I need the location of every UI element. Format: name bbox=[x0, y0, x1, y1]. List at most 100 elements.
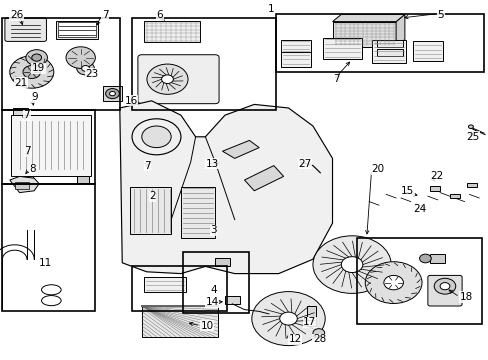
FancyBboxPatch shape bbox=[102, 86, 122, 101]
FancyBboxPatch shape bbox=[281, 50, 310, 67]
Bar bbox=[2, 110, 95, 184]
FancyBboxPatch shape bbox=[376, 49, 403, 56]
Circle shape bbox=[312, 329, 324, 337]
Circle shape bbox=[419, 254, 430, 263]
Bar bbox=[132, 266, 227, 311]
Polygon shape bbox=[120, 101, 332, 274]
Text: 23: 23 bbox=[85, 69, 99, 79]
Bar bbox=[2, 184, 95, 311]
Polygon shape bbox=[244, 166, 283, 191]
FancyBboxPatch shape bbox=[129, 187, 171, 234]
Text: 28: 28 bbox=[312, 334, 325, 344]
FancyBboxPatch shape bbox=[20, 176, 33, 183]
Text: 2: 2 bbox=[149, 191, 156, 201]
FancyBboxPatch shape bbox=[322, 38, 361, 59]
FancyBboxPatch shape bbox=[144, 277, 185, 292]
Circle shape bbox=[365, 262, 421, 303]
Text: 22: 22 bbox=[429, 171, 443, 181]
Circle shape bbox=[433, 278, 455, 294]
Text: 4: 4 bbox=[210, 285, 217, 295]
FancyBboxPatch shape bbox=[181, 187, 215, 238]
Text: 26: 26 bbox=[10, 10, 23, 20]
FancyBboxPatch shape bbox=[427, 275, 461, 306]
Text: 20: 20 bbox=[371, 164, 384, 174]
Text: 24: 24 bbox=[412, 204, 426, 214]
Circle shape bbox=[341, 257, 362, 273]
FancyBboxPatch shape bbox=[306, 306, 315, 326]
FancyBboxPatch shape bbox=[429, 254, 444, 263]
FancyBboxPatch shape bbox=[224, 296, 239, 304]
Text: 19: 19 bbox=[32, 63, 45, 73]
Circle shape bbox=[81, 66, 89, 71]
Polygon shape bbox=[395, 14, 404, 47]
Text: 3: 3 bbox=[210, 225, 217, 235]
Polygon shape bbox=[10, 176, 39, 193]
Bar bbox=[132, 18, 276, 110]
Text: 7: 7 bbox=[23, 110, 30, 120]
Text: 7: 7 bbox=[102, 10, 108, 20]
FancyBboxPatch shape bbox=[56, 21, 98, 39]
Text: 21: 21 bbox=[15, 78, 28, 88]
Text: 8: 8 bbox=[29, 164, 36, 174]
Circle shape bbox=[77, 62, 94, 75]
Text: 5: 5 bbox=[437, 10, 444, 20]
Text: 1: 1 bbox=[267, 4, 274, 14]
Text: 6: 6 bbox=[156, 10, 163, 20]
FancyBboxPatch shape bbox=[281, 40, 310, 52]
FancyBboxPatch shape bbox=[13, 108, 28, 115]
FancyBboxPatch shape bbox=[58, 22, 96, 37]
Bar bbox=[2, 18, 120, 110]
Circle shape bbox=[439, 283, 449, 290]
Text: 18: 18 bbox=[459, 292, 472, 302]
FancyBboxPatch shape bbox=[77, 176, 89, 183]
Text: 27: 27 bbox=[298, 159, 311, 169]
Circle shape bbox=[251, 292, 325, 346]
Circle shape bbox=[142, 126, 171, 148]
Circle shape bbox=[109, 91, 115, 96]
Text: 7: 7 bbox=[144, 161, 151, 171]
Circle shape bbox=[10, 56, 54, 88]
Text: 10: 10 bbox=[200, 321, 213, 331]
Text: 7: 7 bbox=[333, 74, 340, 84]
Circle shape bbox=[146, 64, 187, 94]
FancyBboxPatch shape bbox=[144, 21, 200, 42]
Polygon shape bbox=[222, 140, 259, 158]
Text: 16: 16 bbox=[124, 96, 138, 106]
FancyBboxPatch shape bbox=[15, 182, 29, 189]
FancyBboxPatch shape bbox=[5, 18, 46, 41]
FancyBboxPatch shape bbox=[215, 258, 229, 266]
FancyBboxPatch shape bbox=[466, 183, 476, 187]
Circle shape bbox=[468, 125, 472, 129]
Text: 25: 25 bbox=[466, 132, 479, 142]
FancyBboxPatch shape bbox=[376, 40, 403, 47]
Circle shape bbox=[23, 66, 41, 78]
Text: 15: 15 bbox=[400, 186, 413, 196]
Text: 11: 11 bbox=[39, 258, 52, 268]
Circle shape bbox=[383, 275, 403, 290]
Circle shape bbox=[32, 54, 41, 61]
Circle shape bbox=[312, 236, 390, 293]
FancyBboxPatch shape bbox=[429, 186, 439, 191]
Text: 17: 17 bbox=[303, 317, 316, 327]
Circle shape bbox=[279, 312, 297, 325]
FancyBboxPatch shape bbox=[142, 306, 217, 337]
Circle shape bbox=[105, 89, 119, 99]
Bar bbox=[276, 14, 483, 72]
Text: 14: 14 bbox=[205, 297, 218, 307]
FancyBboxPatch shape bbox=[138, 55, 219, 104]
Polygon shape bbox=[332, 14, 404, 22]
Text: 9: 9 bbox=[32, 92, 39, 102]
Text: 7: 7 bbox=[24, 146, 31, 156]
Bar bbox=[183, 252, 249, 313]
Circle shape bbox=[161, 75, 173, 84]
FancyBboxPatch shape bbox=[412, 41, 442, 61]
FancyBboxPatch shape bbox=[11, 115, 91, 176]
Circle shape bbox=[66, 47, 95, 68]
Text: 13: 13 bbox=[205, 159, 218, 169]
Circle shape bbox=[26, 50, 47, 66]
FancyBboxPatch shape bbox=[449, 194, 459, 198]
Bar bbox=[356, 238, 481, 324]
FancyBboxPatch shape bbox=[332, 22, 395, 47]
FancyBboxPatch shape bbox=[371, 40, 405, 63]
Text: 12: 12 bbox=[288, 334, 301, 344]
